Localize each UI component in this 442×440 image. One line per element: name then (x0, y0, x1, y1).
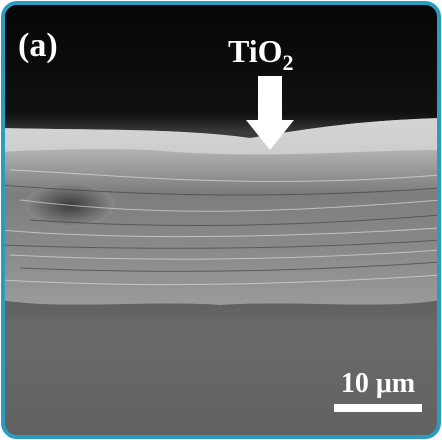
panel-label: (a) (18, 27, 58, 64)
sem-figure: (a) TiO2 10 μm (0, 0, 442, 440)
arrow-label-subscript: 2 (283, 50, 294, 75)
arrow-label-text: TiO (228, 33, 283, 69)
scale-bar (334, 404, 422, 412)
scale-bar-label: 10 μm (341, 368, 415, 399)
